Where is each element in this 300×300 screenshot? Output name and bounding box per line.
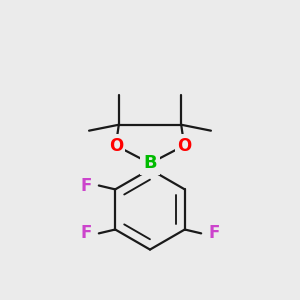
Text: F: F [208,224,220,242]
Text: F: F [80,224,92,242]
Text: F: F [80,176,92,194]
Text: O: O [109,136,123,154]
Text: B: B [143,154,157,172]
Text: O: O [177,136,191,154]
